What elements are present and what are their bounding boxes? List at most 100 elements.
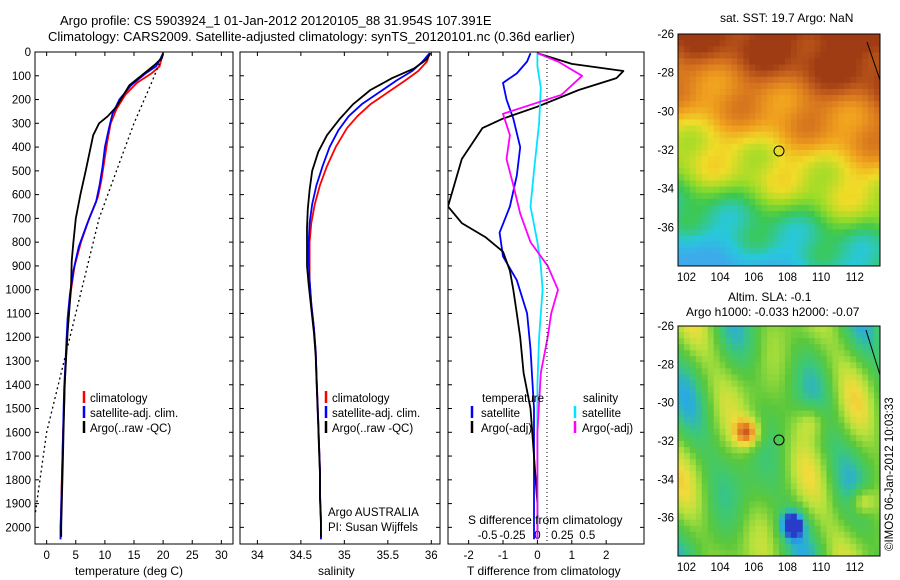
sla-map-cell [832, 525, 840, 533]
sst-map-cell [767, 95, 774, 102]
sst-map-cell [695, 70, 703, 78]
sst-map-cell [725, 70, 733, 78]
legend-climatology-label: climatology [332, 393, 390, 405]
sst-map-cell [862, 70, 869, 78]
sst-map-cell [767, 101, 774, 108]
sst-map-cell [832, 64, 840, 72]
sla-map-cell [790, 428, 798, 436]
sla-map-cell [713, 549, 721, 556]
sla-map-cell [832, 350, 840, 357]
sla-map-cell [802, 537, 810, 545]
sla-map-cell [749, 398, 756, 406]
sla-map-cell [689, 465, 697, 472]
sst-map-cell [707, 119, 715, 127]
sst-map-cell [755, 76, 762, 84]
sla-map-cell [820, 374, 828, 382]
sla-map-cell [838, 350, 845, 357]
sst-map-cell [838, 192, 845, 200]
sla-map-cell [719, 326, 727, 333]
sst-map-cell [862, 52, 869, 60]
sst-map-cell [790, 168, 798, 176]
sla-map-cell [838, 374, 845, 382]
sst-map-cell [773, 204, 780, 212]
sst-map-cell [862, 198, 869, 206]
sla-map-cell [707, 519, 715, 527]
sla-map-cell [802, 338, 810, 345]
sst-map-cell [749, 180, 756, 188]
sla-map-cell [802, 362, 810, 369]
sla-map-cell [868, 447, 875, 454]
sla-map-cell [761, 374, 768, 382]
sla-map-cell [784, 332, 792, 339]
sla-map-cell [725, 453, 733, 460]
sla-map-cell [761, 428, 768, 436]
sst-map-cell [773, 241, 780, 249]
sst-map-cell [737, 113, 744, 121]
sst-map-cell [743, 229, 750, 237]
sla-map-cell [713, 507, 721, 515]
sla-map-cell [790, 386, 798, 394]
sst-map-cell [683, 119, 691, 127]
sla-map-cell [844, 531, 851, 539]
sst-map-cell [731, 192, 739, 200]
sst-map-cell [695, 131, 703, 139]
sla-map-cell [678, 392, 685, 400]
sla-map-cell [725, 392, 733, 400]
sla-map-xtick-label: 104 [710, 562, 730, 574]
sst-map-cell [695, 58, 703, 66]
sla-map-cell [725, 434, 733, 442]
sst-map-cell [719, 34, 727, 41]
sst-map-cell [689, 131, 697, 139]
sst-map-cell [773, 180, 780, 188]
temperature-xtick-label: 30 [215, 550, 228, 562]
sst-map-cell [850, 88, 857, 96]
sst-map-cell [713, 113, 721, 121]
sst-map-cell [683, 52, 691, 60]
sla-map-cell [844, 326, 851, 333]
sst-map-cell [832, 162, 840, 169]
sla-map-cell [731, 428, 739, 436]
sla-map-cell [707, 326, 715, 333]
sla-map-cell [844, 513, 851, 521]
sst-map-cell [820, 107, 828, 114]
sla-map-cell [844, 441, 851, 448]
sst-map-cell [868, 204, 875, 212]
sla-map-cell [761, 489, 768, 497]
sst-map-cell [755, 143, 762, 151]
sla-map-cell [784, 428, 792, 436]
sst-map-cell [814, 192, 822, 200]
sla-map-cell [868, 398, 875, 406]
sla-map-cell [755, 380, 762, 388]
sla-map-cell [689, 519, 697, 527]
sst-map-cell [802, 113, 810, 121]
sla-map-cell [773, 513, 780, 521]
sst-map-cell [689, 34, 697, 41]
sla-map-cell [850, 531, 857, 539]
sst-map-cell [779, 119, 786, 127]
sst-map-cell [838, 64, 845, 72]
sst-map-cell [838, 235, 845, 243]
sst-map-cell [796, 156, 804, 163]
sst-map-cell [868, 217, 875, 224]
sla-map-cell [796, 416, 804, 424]
sla-map-cell [695, 380, 703, 388]
sla-map-cell [678, 507, 685, 515]
sst-map-cell [844, 241, 851, 249]
sla-map-cell [850, 513, 857, 521]
sst-map-cell [796, 131, 804, 139]
sst-map-cell [820, 204, 828, 212]
sla-map-cell [838, 416, 845, 424]
sla-map-cell [802, 392, 810, 400]
sst-map-cell [850, 119, 857, 127]
sla-map-cell [862, 465, 869, 472]
sst-map-cell [695, 229, 703, 237]
sla-map-cell [761, 356, 768, 363]
sst-map-cell [874, 34, 880, 41]
sst-map-cell [779, 34, 786, 41]
sst-map-cell [808, 204, 816, 212]
sst-map-cell [790, 76, 798, 84]
salinity-panel-frame [239, 51, 441, 545]
sla-map-cell [862, 434, 869, 442]
sst-map-cell [808, 137, 816, 145]
sst-map-cell [779, 229, 786, 237]
